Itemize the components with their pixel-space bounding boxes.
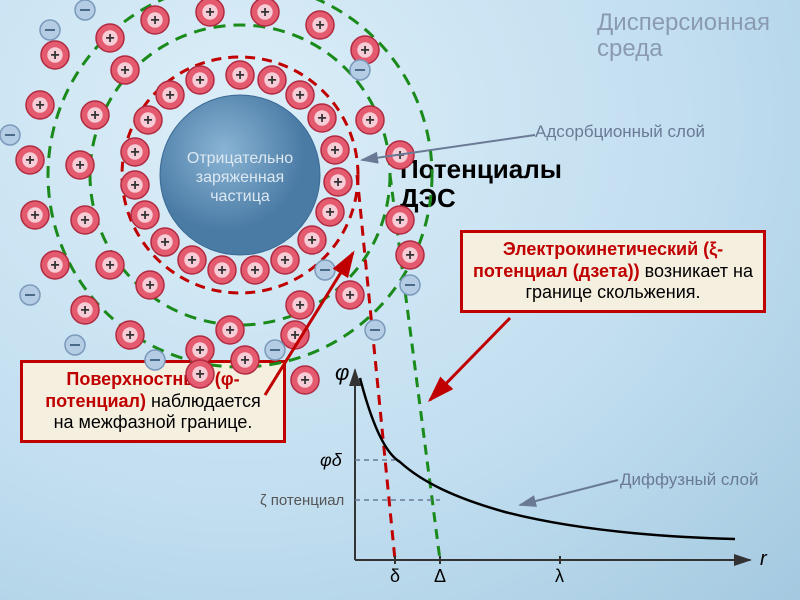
svg-text:+: + (120, 62, 129, 79)
svg-text:+: + (317, 110, 326, 127)
svg-text:+: + (195, 366, 204, 383)
svg-text:+: + (395, 212, 404, 229)
svg-text:+: + (125, 327, 134, 344)
svg-text:+: + (195, 72, 204, 89)
svg-text:+: + (165, 87, 174, 104)
phi-delta-label: φδ (320, 450, 343, 470)
svg-text:+: + (35, 97, 44, 114)
particle-text2: заряженная (196, 169, 284, 186)
xtick-lambda: λ (555, 566, 564, 586)
svg-text:+: + (267, 72, 276, 89)
svg-text:+: + (187, 252, 196, 269)
x-axis-label: r (760, 548, 768, 570)
svg-text:+: + (140, 207, 149, 224)
diff-leader (520, 480, 618, 505)
svg-text:+: + (205, 4, 214, 21)
svg-text:+: + (225, 322, 234, 339)
svg-text:+: + (295, 87, 304, 104)
svg-text:+: + (143, 112, 152, 129)
particle-text3: частица (210, 188, 270, 205)
svg-text:+: + (280, 252, 289, 269)
svg-text:+: + (30, 207, 39, 224)
xtick-delta: δ (390, 566, 400, 586)
svg-text:+: + (307, 232, 316, 249)
svg-text:+: + (260, 4, 269, 21)
svg-text:+: + (105, 257, 114, 274)
right-box-arrow (430, 318, 510, 400)
svg-text:+: + (295, 297, 304, 314)
potential-curve (360, 378, 735, 539)
svg-text:+: + (50, 47, 59, 64)
xtick-Delta: Δ (434, 566, 446, 586)
diagram-svg: Отрицательно заряженная частица + + + + + + + +… (0, 0, 800, 600)
red-dash-line (357, 175, 395, 560)
svg-text:+: + (300, 372, 309, 389)
svg-text:+: + (25, 152, 34, 169)
svg-text:+: + (130, 177, 139, 194)
svg-text:+: + (325, 204, 334, 221)
svg-text:+: + (195, 342, 204, 359)
particle-text1: Отрицательно (187, 150, 293, 167)
svg-text:+: + (130, 144, 139, 161)
svg-text:+: + (345, 287, 354, 304)
zeta-label: ζ потенциал (260, 492, 344, 509)
svg-text:+: + (80, 302, 89, 319)
svg-text:+: + (145, 277, 154, 294)
svg-text:+: + (333, 174, 342, 191)
svg-text:+: + (330, 142, 339, 159)
svg-text:+: + (90, 107, 99, 124)
svg-text:+: + (235, 67, 244, 84)
svg-text:+: + (80, 212, 89, 229)
svg-text:+: + (160, 234, 169, 251)
svg-text:+: + (217, 262, 226, 279)
svg-text:+: + (50, 257, 59, 274)
svg-text:+: + (105, 30, 114, 47)
svg-text:+: + (250, 262, 259, 279)
svg-text:+: + (360, 42, 369, 59)
svg-text:+: + (315, 17, 324, 34)
svg-text:+: + (365, 112, 374, 129)
svg-text:+: + (150, 12, 159, 29)
svg-text:+: + (75, 157, 84, 174)
svg-text:+: + (240, 352, 249, 369)
y-axis-label: φ (335, 360, 349, 385)
svg-text:+: + (405, 247, 414, 264)
